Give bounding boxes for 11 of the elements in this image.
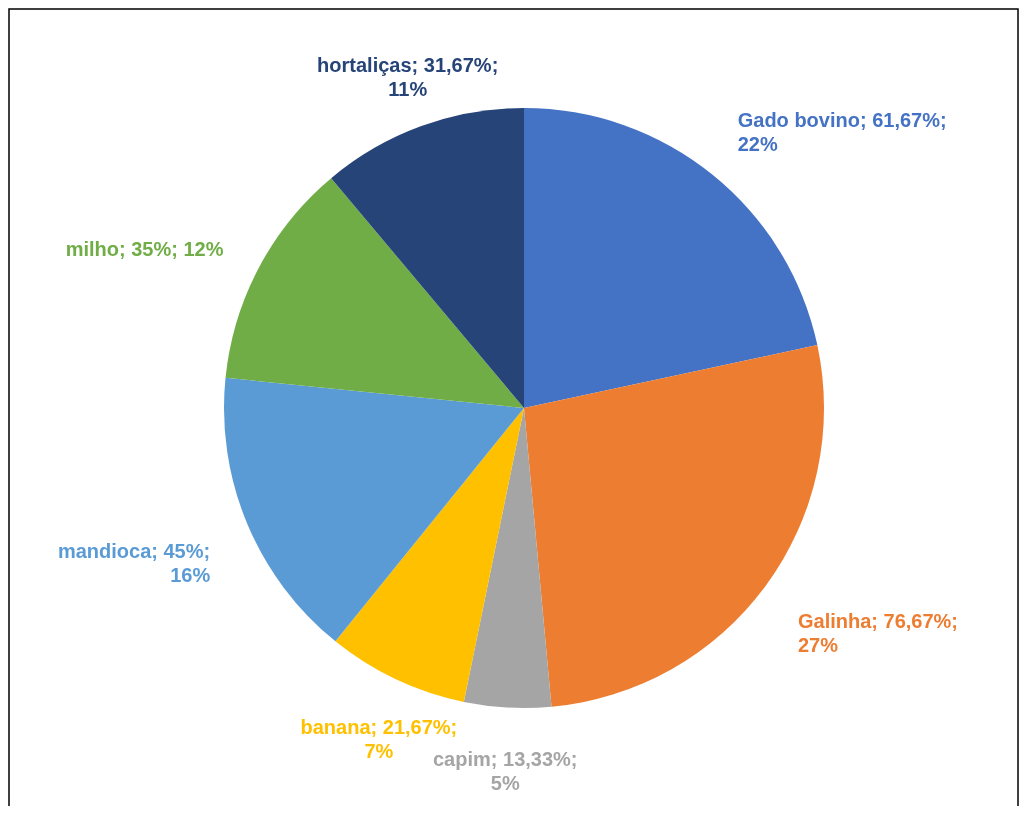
slice-label: capim; 13,33%; 5% — [433, 748, 578, 795]
slice-label: Gado bovino; 61,67%; 22% — [737, 108, 947, 155]
pie-slice — [463, 408, 552, 708]
pie-slice — [335, 408, 524, 702]
slice-label: mandioca; 45%; 16% — [57, 539, 211, 586]
slice-label: milho; 35%; 12% — [65, 237, 224, 260]
pie-slice — [331, 108, 524, 408]
slice-label: hortaliças; 31,67%; 11% — [317, 53, 499, 100]
pie-slice — [225, 178, 524, 408]
slice-label: Galinha; 76,67%; 27% — [797, 610, 959, 657]
pie-slice — [224, 377, 524, 642]
